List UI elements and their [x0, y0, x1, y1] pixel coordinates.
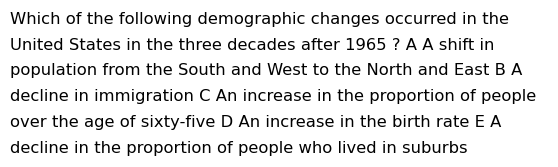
Text: United States in the three decades after 1965 ? A A shift in: United States in the three decades after…	[10, 38, 494, 53]
Text: over the age of sixty-five D An increase in the birth rate E A: over the age of sixty-five D An increase…	[10, 115, 502, 130]
Text: decline in immigration C An increase in the proportion of people: decline in immigration C An increase in …	[10, 89, 536, 104]
Text: population from the South and West to the North and East B A: population from the South and West to th…	[10, 63, 522, 78]
Text: Which of the following demographic changes occurred in the: Which of the following demographic chang…	[10, 12, 509, 27]
Text: decline in the proportion of people who lived in suburbs: decline in the proportion of people who …	[10, 141, 468, 156]
